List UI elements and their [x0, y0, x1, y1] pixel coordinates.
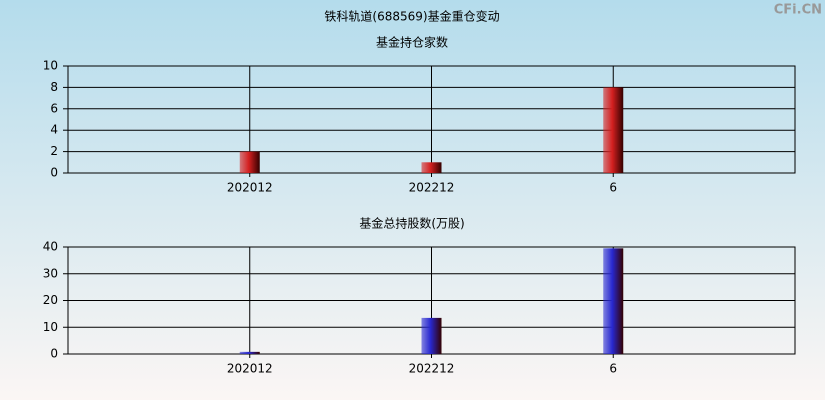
x-tick-label: 6: [609, 362, 617, 376]
y-tick-label: 0: [50, 347, 58, 361]
bar: [603, 248, 624, 354]
bar: [239, 151, 260, 173]
watermark: CFi.CN: [774, 3, 822, 18]
x-tick-label: 202212: [409, 362, 455, 376]
chart-title: 基金总持股数(万股): [359, 216, 464, 231]
bar: [239, 351, 260, 354]
y-tick-label: 10: [43, 320, 58, 334]
y-tick-label: 8: [50, 80, 58, 94]
x-tick-label: 6: [609, 181, 617, 195]
page-title: 铁科轨道(688569)基金重仓变动: [324, 9, 499, 24]
y-tick-label: 10: [43, 59, 58, 73]
y-tick-label: 40: [43, 240, 58, 254]
bar: [603, 87, 624, 173]
x-tick-label: 202012: [227, 362, 273, 376]
x-tick-label: 202212: [409, 181, 455, 195]
y-tick-label: 2: [50, 144, 58, 158]
y-tick-label: 30: [43, 266, 58, 280]
y-tick-label: 0: [50, 166, 58, 180]
chart-title: 基金持仓家数: [376, 35, 448, 50]
y-tick-label: 4: [50, 123, 58, 137]
bar: [421, 317, 442, 354]
y-tick-label: 6: [50, 101, 58, 115]
x-tick-label: 202012: [227, 181, 273, 195]
y-tick-label: 20: [43, 293, 58, 307]
bar: [421, 162, 442, 173]
